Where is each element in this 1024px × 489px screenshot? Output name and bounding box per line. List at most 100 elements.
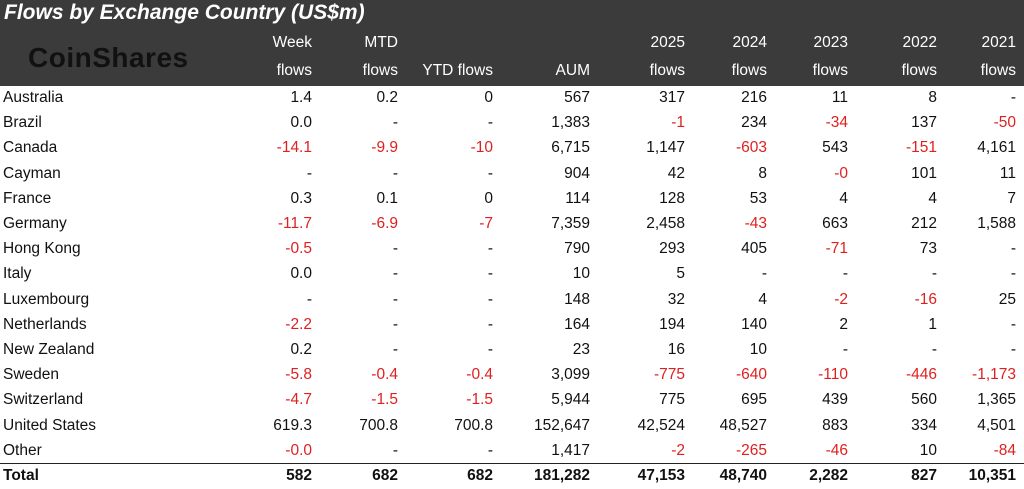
row-label: Australia [3, 89, 64, 106]
cell: -7 [479, 215, 493, 232]
cell: -265 [735, 441, 767, 459]
cell: - [487, 240, 493, 258]
cell: - [1010, 240, 1016, 258]
cell: -9.9 [371, 139, 398, 157]
column-header: flows [901, 62, 937, 79]
cell: 7 [1007, 189, 1016, 207]
row-label: Total [3, 467, 39, 484]
column-header: flows [731, 62, 767, 79]
cell: 101 [911, 164, 937, 182]
cell: -0.4 [371, 366, 398, 384]
column-header: flows [276, 62, 312, 79]
row-label: Canada [3, 139, 58, 157]
cell: 32 [667, 290, 685, 308]
column-header: Week [272, 34, 312, 51]
cell: 7,359 [551, 215, 590, 232]
cell: -0 [834, 164, 848, 182]
cell: -50 [993, 114, 1016, 132]
cell: 152,647 [533, 416, 590, 434]
cell: 0 [484, 189, 493, 207]
cell: - [1010, 341, 1016, 358]
row-label: New Zealand [3, 341, 95, 358]
column-header: YTD flows [422, 62, 493, 79]
cell: - [487, 164, 493, 182]
cell: - [842, 341, 848, 358]
column-header: flows [649, 62, 685, 79]
cell: -10 [470, 139, 493, 157]
cell: - [487, 290, 493, 308]
cell: -14.1 [276, 139, 312, 157]
column-header: 2024 [732, 34, 767, 51]
cell: 582 [286, 467, 312, 484]
cell: 194 [659, 315, 685, 333]
cell: 682 [467, 467, 493, 484]
cell: 1,365 [977, 391, 1016, 409]
cell: -1,173 [972, 366, 1016, 384]
cell: 16 [667, 341, 685, 358]
cell: -1 [671, 114, 685, 132]
row-label: Cayman [3, 164, 61, 182]
cell: 164 [564, 315, 590, 333]
cell: 48,527 [719, 416, 767, 434]
row-label: Luxembourg [3, 290, 90, 308]
cell: 5 [676, 265, 685, 283]
row-label: Netherlands [3, 315, 87, 333]
cell: 567 [564, 89, 590, 106]
cell: 140 [741, 315, 767, 333]
column-header: flows [812, 62, 848, 79]
cell: 216 [741, 89, 767, 106]
column-header: 2021 [981, 34, 1016, 51]
cell: 543 [822, 139, 848, 157]
cell: 439 [822, 391, 848, 409]
cell: 1,417 [551, 441, 590, 459]
cell: - [1010, 315, 1016, 333]
cell: - [761, 265, 767, 283]
row-label: Germany [3, 215, 67, 232]
cell: 1,147 [646, 139, 685, 157]
cell: 11 [999, 164, 1016, 182]
cell: 827 [911, 467, 937, 484]
row-label: Italy [3, 265, 32, 283]
column-header: flows [980, 62, 1016, 79]
cell: -84 [993, 441, 1016, 459]
cell: -0.5 [285, 240, 312, 258]
cell: 0.0 [290, 114, 312, 132]
cell: 181,282 [533, 467, 590, 484]
cell: 0 [484, 89, 493, 106]
cell: 47,153 [637, 467, 685, 484]
column-header: flows [362, 62, 398, 79]
cell: 10 [919, 441, 937, 459]
cell: 619.3 [273, 416, 312, 434]
cell: 1,588 [977, 215, 1016, 232]
cell: 1.4 [290, 89, 312, 106]
cell: - [487, 341, 493, 358]
cell: 560 [911, 391, 937, 409]
cell: 0.2 [376, 89, 398, 106]
cell: -71 [825, 240, 848, 258]
cell: 23 [572, 341, 590, 358]
cell: - [487, 114, 493, 132]
cell: 4,501 [977, 416, 1016, 434]
cell: 317 [659, 89, 685, 106]
cell: 4 [928, 189, 937, 207]
cell: 700.8 [454, 416, 493, 434]
cell: -6.9 [371, 215, 398, 232]
cell: -0.0 [285, 441, 312, 459]
cell: 137 [911, 114, 937, 132]
cell: - [392, 114, 398, 132]
cell: - [1010, 265, 1016, 283]
row-label: Other [3, 441, 42, 459]
cell: 10,351 [968, 467, 1016, 484]
cell: - [487, 441, 493, 459]
row-label: Switzerland [3, 391, 84, 409]
cell: 790 [564, 240, 590, 258]
cell: -2 [671, 441, 685, 459]
cell: 53 [749, 189, 767, 207]
cell: -110 [818, 366, 848, 384]
row-label: Sweden [3, 366, 60, 384]
cell: 663 [822, 215, 848, 232]
cell: 11 [831, 89, 848, 106]
cell: 4 [839, 189, 848, 207]
cell: 3,099 [551, 366, 590, 384]
cell: 334 [911, 416, 937, 434]
